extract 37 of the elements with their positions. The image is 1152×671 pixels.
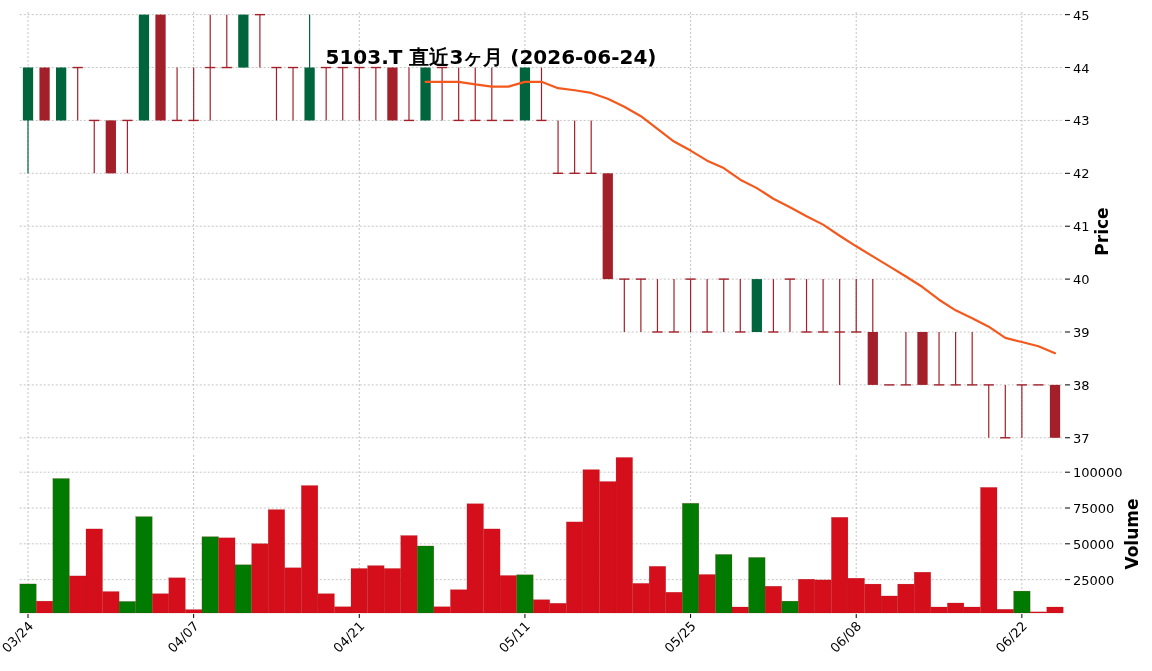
candlestick: [668, 278, 680, 333]
candlestick: [635, 278, 647, 333]
candlestick: [817, 278, 829, 333]
y-tick-label: 25000: [1073, 572, 1115, 588]
text: 5103.T 直近3ヶ月 (2026-06-24): [325, 45, 657, 69]
candlestick: [717, 278, 730, 333]
y-tick-label: 40: [1073, 272, 1090, 288]
y-tick-label: 50000: [1073, 536, 1115, 552]
candlestick: [651, 278, 664, 333]
candlestick: [767, 278, 780, 333]
candlestick: [800, 278, 813, 333]
candlestick: [1016, 384, 1028, 439]
y-tick-label: 42: [1073, 166, 1090, 182]
candlestick: [982, 384, 995, 439]
y-axis-title: Price: [1092, 207, 1112, 256]
y-tick-label: 43: [1073, 113, 1090, 129]
y-axis-title: Volume: [1122, 498, 1142, 570]
y-tick-label: 38: [1073, 377, 1090, 393]
candlestick: [684, 278, 697, 333]
candlestick: [784, 278, 796, 333]
candlestick: [850, 278, 863, 333]
y-tick-label: 37: [1073, 430, 1090, 446]
candlestick: [933, 331, 945, 386]
y-tick-label: 44: [1073, 60, 1090, 76]
line-series: [424, 80, 1057, 355]
y-tick-label: 75000: [1073, 501, 1115, 516]
y-tick-label: 100000: [1073, 465, 1123, 481]
candlestick: [701, 278, 713, 333]
candlestick: [966, 331, 979, 386]
candlestick: [900, 331, 912, 386]
y-tick-label: 39: [1073, 324, 1090, 340]
candlestick: [734, 278, 747, 333]
candlestick: [618, 278, 631, 333]
y-tick-label: 45: [1073, 7, 1090, 23]
candlestick: [949, 331, 962, 386]
candlestick: [833, 278, 846, 386]
y-tick-label: 41: [1073, 219, 1090, 235]
